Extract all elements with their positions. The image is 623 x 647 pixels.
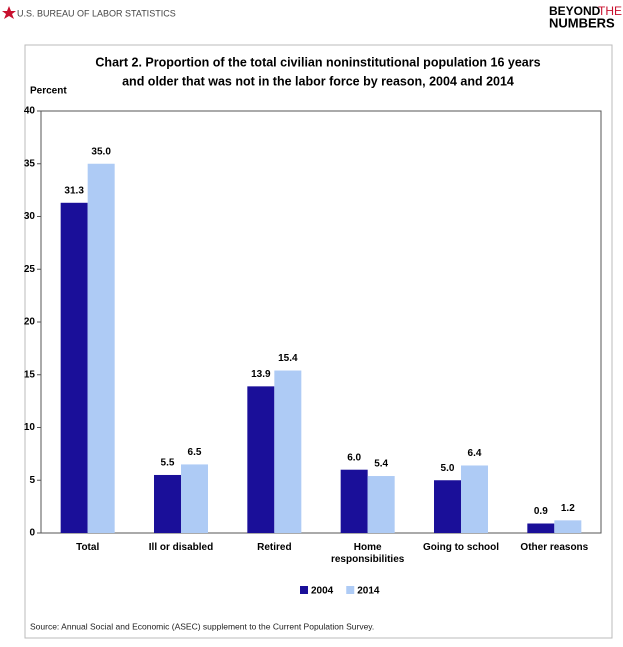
bar xyxy=(340,469,368,533)
brand: BEYOND xyxy=(549,4,601,18)
y-tick-label: 15 xyxy=(24,369,36,380)
value-label: 6.5 xyxy=(188,447,202,458)
value-label: 13.9 xyxy=(251,369,271,380)
value-label: 6.0 xyxy=(347,452,361,463)
bar xyxy=(461,465,488,533)
value-label: 35.0 xyxy=(91,146,111,157)
x-tick-label: Total xyxy=(76,542,100,553)
agency: U.S. BUREAU OF LABOR STATISTICS xyxy=(17,8,176,18)
value-label: 5.0 xyxy=(441,463,455,474)
bar xyxy=(434,480,461,533)
bar xyxy=(527,523,555,533)
bar xyxy=(367,476,395,533)
chart-title: Chart 2. Proportion of the total civilia… xyxy=(95,55,540,69)
y-tick-label: 40 xyxy=(24,106,36,117)
bar xyxy=(554,520,582,533)
chart-frame xyxy=(24,44,613,639)
legend-swatch xyxy=(300,586,308,594)
value-label: 1.2 xyxy=(561,503,575,514)
source: Source: Annual Social and Economic (ASEC… xyxy=(30,621,374,631)
brand: NUMBERS xyxy=(549,15,615,30)
x-tick-label: Retired xyxy=(257,542,292,553)
bar xyxy=(247,386,275,533)
y-tick-label: 20 xyxy=(24,317,36,328)
value-label: 6.4 xyxy=(468,448,482,459)
plot-frame xyxy=(40,110,602,534)
x-tick-label: Ill or disabled xyxy=(148,542,214,553)
value-label: 5.4 xyxy=(374,459,388,470)
legend-swatch xyxy=(346,586,355,594)
value-label: 5.5 xyxy=(161,458,175,469)
star-icon xyxy=(2,6,16,19)
y-tick-label: 10 xyxy=(24,422,36,433)
bar xyxy=(154,474,181,533)
brand: THE xyxy=(598,4,622,18)
x-tick-label: Other reasons xyxy=(520,542,589,553)
y-tick-label: 25 xyxy=(24,264,36,275)
y-tick-label: 35 xyxy=(24,158,36,169)
x-tick-label: Home responsibilities xyxy=(330,542,405,565)
y-axis-label: Percent xyxy=(30,86,67,97)
bar xyxy=(60,202,88,533)
bar xyxy=(181,464,208,533)
y-tick-label: 30 xyxy=(24,211,36,222)
y-tick-label: 5 xyxy=(29,475,35,486)
value-label: 0.9 xyxy=(534,506,548,517)
x-tick-label: Going to school xyxy=(422,542,500,553)
legend-label: 2014 xyxy=(357,586,380,597)
value-label: 15.4 xyxy=(278,353,298,364)
bar xyxy=(87,163,115,533)
bar xyxy=(274,370,302,533)
y-tick-label: 0 xyxy=(29,528,35,539)
chart-title: and older that was not in the labor forc… xyxy=(122,74,514,88)
legend-label: 2004 xyxy=(311,586,334,597)
value-label: 31.3 xyxy=(64,185,84,196)
